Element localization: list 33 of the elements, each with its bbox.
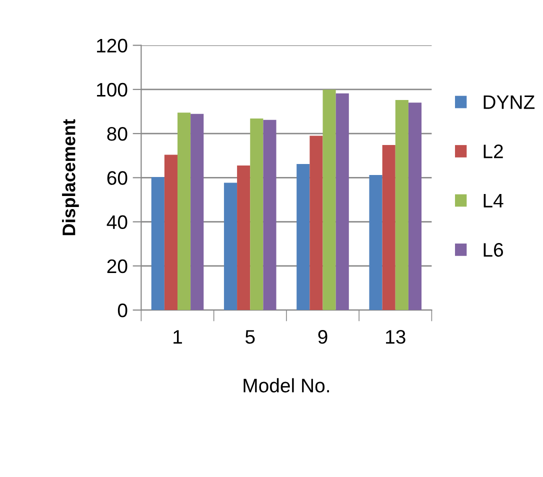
bar bbox=[151, 177, 164, 310]
bar bbox=[263, 120, 276, 310]
y-tick-label: 120 bbox=[97, 38, 128, 53]
bar bbox=[296, 164, 310, 310]
bar bbox=[164, 154, 178, 310]
bar bbox=[369, 175, 382, 310]
x-axis-title: Model No. bbox=[244, 378, 329, 392]
x-tick-label: 9 bbox=[318, 330, 328, 344]
y-axis-title: Displacement bbox=[62, 119, 79, 236]
y-tick-label: 80 bbox=[107, 127, 128, 141]
legend-label: DYNZ bbox=[484, 95, 535, 109]
x-tick-label: 13 bbox=[386, 330, 406, 344]
legend-label: L4 bbox=[484, 194, 504, 208]
y-tick-label: 100 bbox=[97, 82, 128, 97]
bar bbox=[250, 118, 264, 310]
bar bbox=[408, 102, 422, 310]
bar bbox=[310, 136, 323, 310]
y-tick-label: 20 bbox=[107, 259, 128, 274]
bar bbox=[395, 100, 408, 310]
x-tick-label: 1 bbox=[174, 330, 182, 344]
y-tick-label: 40 bbox=[106, 215, 128, 230]
bar bbox=[382, 145, 396, 310]
legend-label: L6 bbox=[484, 242, 503, 257]
bar bbox=[177, 112, 191, 310]
y-tick-label: 0 bbox=[118, 304, 128, 318]
bar bbox=[322, 90, 336, 310]
bar bbox=[336, 93, 349, 310]
bar bbox=[237, 166, 250, 310]
y-tick-label: 60 bbox=[107, 171, 128, 185]
bar bbox=[190, 114, 204, 310]
legend-label: L2 bbox=[484, 144, 503, 158]
bar bbox=[224, 182, 238, 310]
x-tick-label: 5 bbox=[245, 330, 255, 344]
